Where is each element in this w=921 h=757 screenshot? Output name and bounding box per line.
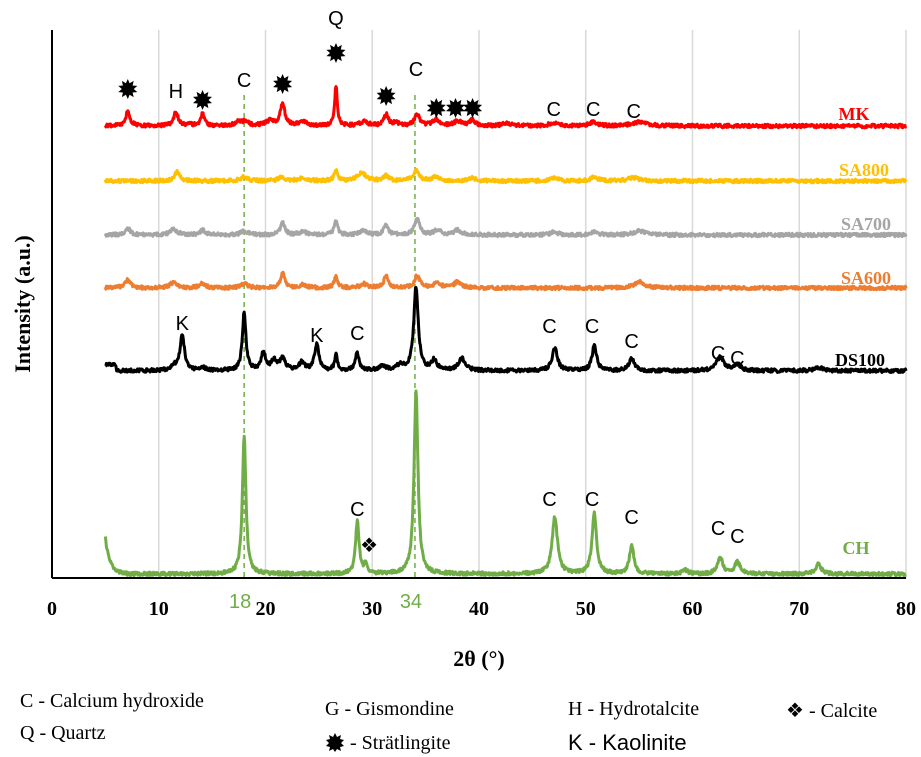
series-curves xyxy=(103,85,908,578)
peak-label-c: C xyxy=(711,518,725,540)
series-label-sa800: SA800 xyxy=(839,160,889,180)
series-label-mk: MK xyxy=(839,104,870,124)
x-axis-title: 2θ (°) xyxy=(453,646,504,671)
legend-stratlingite: - Strätlingite xyxy=(325,732,451,755)
x-tick-label-0: 0 xyxy=(47,598,57,620)
x-tick-label-10: 10 xyxy=(149,598,169,620)
x-tick-label-60: 60 xyxy=(683,598,703,620)
peak-label-c: C xyxy=(350,323,364,345)
stratlingite-marker-icon xyxy=(273,74,293,94)
series-line-mk xyxy=(103,85,908,130)
x-tick-label-70: 70 xyxy=(789,598,809,620)
reference-label-18: 18 xyxy=(229,591,251,613)
peak-label-k: K xyxy=(176,313,190,335)
peak-label-c: C xyxy=(624,331,638,353)
legend-calcite: ❖ - Calcite xyxy=(786,698,877,723)
legend-kaolinite: K - Kaolinite xyxy=(568,730,687,755)
gridlines xyxy=(158,30,907,578)
reference-lines: 18 34 xyxy=(229,95,422,613)
stratlingite-marker-icon xyxy=(326,43,346,63)
x-tick-label-50: 50 xyxy=(576,598,596,620)
peak-label-h: H xyxy=(169,81,183,103)
legend-gismondine: G - Gismondine xyxy=(325,698,454,720)
series-line-ds100 xyxy=(104,286,908,374)
stratlingite-marker-icon xyxy=(446,98,465,118)
peak-label-c: C xyxy=(711,343,725,365)
series-line-ch xyxy=(103,389,907,578)
stratlingite-marker-icon xyxy=(376,86,396,106)
legend-stratlingite-label: - Strätlingite xyxy=(345,732,451,754)
peak-label-c: C xyxy=(237,70,251,92)
legend-hydrotalcite: H - Hydrotalcite xyxy=(568,698,700,720)
y-axis-title: Intensity (a.u.) xyxy=(10,235,35,373)
peak-label-q: Q xyxy=(328,8,344,30)
peak-label-c: C xyxy=(409,59,423,81)
peak-label-c: C xyxy=(585,316,599,338)
peak-label-c: C xyxy=(546,99,560,121)
x-tick-label-80: 80 xyxy=(896,598,916,620)
series-labels: MK SA800 SA700 SA600 DS100 CH xyxy=(835,104,891,558)
peak-label-c: C xyxy=(350,499,364,521)
stratlingite-icon xyxy=(326,733,344,752)
series-line-sa600 xyxy=(103,270,908,292)
series-label-sa600: SA600 xyxy=(841,268,891,288)
peak-label-c: C xyxy=(586,99,600,121)
stratlingite-marker-icon xyxy=(463,98,483,118)
peak-label-c: C xyxy=(627,101,641,123)
legend-calcium-hydroxide: C - Calcium hydroxide xyxy=(20,690,204,712)
calcite-marker-icon: ❖ xyxy=(360,535,378,557)
peak-label-k: K xyxy=(310,325,324,347)
legend-quartz: Q - Quartz xyxy=(20,722,106,744)
stratlingite-marker-icon xyxy=(193,90,212,110)
series-line-sa700 xyxy=(103,216,908,239)
peak-label-c: C xyxy=(542,489,556,511)
x-tick-labels: 0 10 20 30 40 50 60 70 80 xyxy=(47,598,916,620)
legend-calcite-label: - Calcite xyxy=(803,700,878,722)
peak-label-c: C xyxy=(730,348,744,370)
stratlingite-marker-icon xyxy=(118,79,138,99)
axes xyxy=(51,30,906,579)
series-line-sa800 xyxy=(103,167,908,185)
calcite-icon: ❖ xyxy=(786,700,804,722)
reference-label-34: 34 xyxy=(400,591,422,613)
peak-label-c: C xyxy=(585,489,599,511)
x-tick-label-20: 20 xyxy=(256,598,276,620)
peak-label-c: C xyxy=(542,316,556,338)
x-tick-label-30: 30 xyxy=(362,598,382,620)
x-tick-label-40: 40 xyxy=(469,598,489,620)
stratlingite-marker-icon xyxy=(426,98,446,118)
peak-label-c: C xyxy=(730,526,744,548)
peak-label-c: C xyxy=(624,507,638,529)
series-label-sa700: SA700 xyxy=(841,214,891,234)
series-label-ch: CH xyxy=(843,538,870,558)
series-label-ds100: DS100 xyxy=(835,350,885,370)
